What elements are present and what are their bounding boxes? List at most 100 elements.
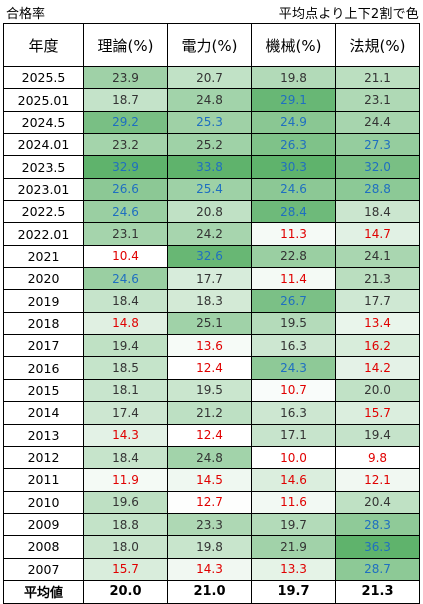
value-cell[interactable]: 20.0: [335, 378, 420, 403]
value-cell[interactable]: 25.2: [167, 133, 252, 157]
value-cell[interactable]: 24.6: [83, 267, 168, 291]
value-cell[interactable]: 18.8: [83, 512, 168, 537]
value-cell[interactable]: 13.3: [251, 557, 336, 581]
value-cell[interactable]: 11.9: [83, 468, 168, 492]
average-value-cell[interactable]: 19.7: [251, 579, 336, 604]
value-cell[interactable]: 14.5: [167, 468, 252, 492]
average-label[interactable]: 平均値: [3, 579, 84, 604]
year-cell[interactable]: 2023.5: [3, 155, 84, 179]
value-cell[interactable]: 14.8: [83, 311, 168, 336]
value-cell[interactable]: 19.6: [83, 490, 168, 514]
value-cell[interactable]: 16.3: [251, 334, 336, 358]
value-cell[interactable]: 14.6: [251, 468, 336, 492]
year-cell[interactable]: 2018: [3, 311, 84, 336]
year-cell[interactable]: 2019: [3, 289, 84, 313]
column-header-theory[interactable]: 理論(%): [83, 23, 168, 67]
value-cell[interactable]: 20.8: [167, 200, 252, 224]
column-header-year[interactable]: 年度: [3, 23, 84, 67]
year-cell[interactable]: 2020: [3, 267, 84, 291]
year-cell[interactable]: 2007: [3, 557, 84, 581]
value-cell[interactable]: 20.4: [335, 490, 420, 514]
value-cell[interactable]: 19.4: [335, 423, 420, 447]
year-cell[interactable]: 2025.01: [3, 88, 84, 112]
value-cell[interactable]: 24.8: [167, 88, 252, 112]
value-cell[interactable]: 24.6: [83, 200, 168, 224]
value-cell[interactable]: 18.4: [83, 445, 168, 470]
value-cell[interactable]: 11.3: [251, 222, 336, 246]
value-cell[interactable]: 16.3: [251, 401, 336, 425]
year-cell[interactable]: 2025.5: [3, 65, 84, 90]
value-cell[interactable]: 32.6: [167, 244, 252, 269]
year-cell[interactable]: 2022.5: [3, 200, 84, 224]
value-cell[interactable]: 17.7: [335, 289, 420, 313]
year-cell[interactable]: 2009: [3, 512, 84, 537]
column-header-power[interactable]: 電力(%): [167, 23, 252, 67]
value-cell[interactable]: 24.3: [251, 356, 336, 380]
value-cell[interactable]: 14.7: [335, 222, 420, 246]
value-cell[interactable]: 16.2: [335, 334, 420, 358]
value-cell[interactable]: 10.7: [251, 378, 336, 403]
value-cell[interactable]: 26.7: [251, 289, 336, 313]
year-cell[interactable]: 2023.01: [3, 177, 84, 202]
value-cell[interactable]: 11.6: [251, 490, 336, 514]
year-cell[interactable]: 2012: [3, 445, 84, 470]
average-value-cell[interactable]: 20.0: [83, 579, 168, 604]
value-cell[interactable]: 26.6: [83, 177, 168, 202]
value-cell[interactable]: 15.7: [83, 557, 168, 581]
value-cell[interactable]: 20.7: [167, 65, 252, 90]
value-cell[interactable]: 19.7: [251, 512, 336, 537]
value-cell[interactable]: 25.3: [167, 110, 252, 135]
value-cell[interactable]: 23.2: [83, 133, 168, 157]
year-cell[interactable]: 2010: [3, 490, 84, 514]
value-cell[interactable]: 25.1: [167, 311, 252, 336]
value-cell[interactable]: 10.4: [83, 244, 168, 269]
value-cell[interactable]: 19.8: [167, 535, 252, 559]
value-cell[interactable]: 14.2: [335, 356, 420, 380]
value-cell[interactable]: 12.4: [167, 356, 252, 380]
value-cell[interactable]: 19.5: [251, 311, 336, 336]
year-cell[interactable]: 2022.01: [3, 222, 84, 246]
value-cell[interactable]: 33.8: [167, 155, 252, 179]
value-cell[interactable]: 21.9: [251, 535, 336, 559]
value-cell[interactable]: 18.5: [83, 356, 168, 380]
value-cell[interactable]: 36.3: [335, 535, 420, 559]
value-cell[interactable]: 22.8: [251, 244, 336, 269]
value-cell[interactable]: 18.7: [83, 88, 168, 112]
value-cell[interactable]: 32.9: [83, 155, 168, 179]
value-cell[interactable]: 28.7: [335, 557, 420, 581]
value-cell[interactable]: 14.3: [83, 423, 168, 447]
value-cell[interactable]: 25.4: [167, 177, 252, 202]
value-cell[interactable]: 24.1: [335, 244, 420, 269]
value-cell[interactable]: 19.4: [83, 334, 168, 358]
value-cell[interactable]: 11.4: [251, 267, 336, 291]
value-cell[interactable]: 19.8: [251, 65, 336, 90]
value-cell[interactable]: 13.4: [335, 311, 420, 336]
value-cell[interactable]: 15.7: [335, 401, 420, 425]
column-header-machine[interactable]: 機械(%): [251, 23, 336, 67]
value-cell[interactable]: 23.3: [167, 512, 252, 537]
value-cell[interactable]: 23.1: [335, 88, 420, 112]
year-cell[interactable]: 2024.5: [3, 110, 84, 135]
value-cell[interactable]: 12.1: [335, 468, 420, 492]
value-cell[interactable]: 27.3: [335, 133, 420, 157]
value-cell[interactable]: 23.1: [83, 222, 168, 246]
year-cell[interactable]: 2017: [3, 334, 84, 358]
year-cell[interactable]: 2008: [3, 535, 84, 559]
value-cell[interactable]: 29.2: [83, 110, 168, 135]
value-cell[interactable]: 28.4: [251, 200, 336, 224]
value-cell[interactable]: 10.0: [251, 445, 336, 470]
value-cell[interactable]: 28.3: [335, 512, 420, 537]
year-cell[interactable]: 2024.01: [3, 133, 84, 157]
column-header-law[interactable]: 法規(%): [335, 23, 420, 67]
value-cell[interactable]: 30.3: [251, 155, 336, 179]
value-cell[interactable]: 24.2: [167, 222, 252, 246]
value-cell[interactable]: 18.0: [83, 535, 168, 559]
value-cell[interactable]: 13.6: [167, 334, 252, 358]
year-cell[interactable]: 2011: [3, 468, 84, 492]
value-cell[interactable]: 18.4: [335, 200, 420, 224]
value-cell[interactable]: 29.1: [251, 88, 336, 112]
value-cell[interactable]: 17.4: [83, 401, 168, 425]
average-value-cell[interactable]: 21.0: [167, 579, 252, 604]
value-cell[interactable]: 28.8: [335, 177, 420, 202]
value-cell[interactable]: 17.1: [251, 423, 336, 447]
